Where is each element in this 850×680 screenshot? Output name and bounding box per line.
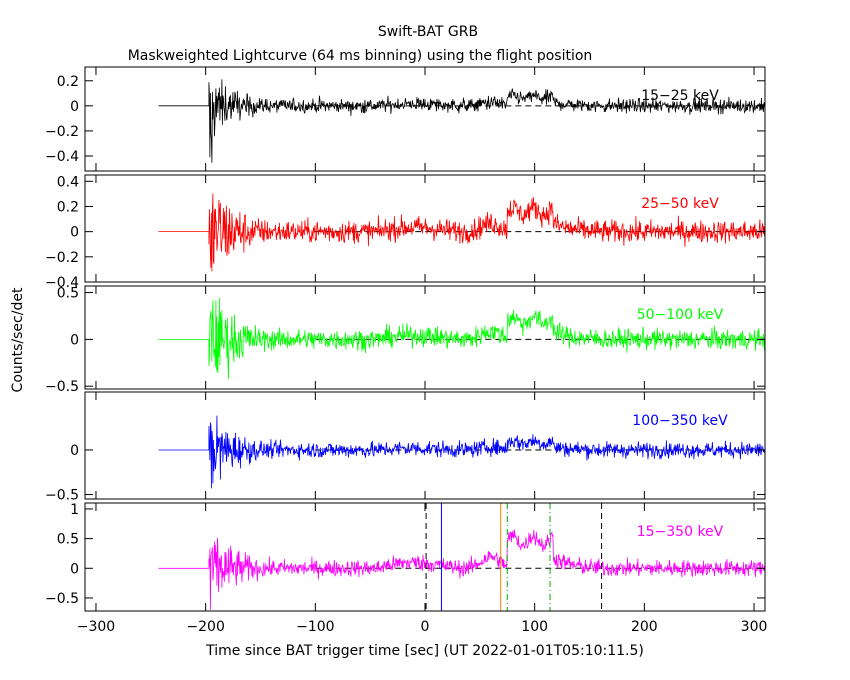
x-axis-label: Time since BAT trigger time [sec] (UT 20… xyxy=(205,643,644,659)
y-tick-label: 0 xyxy=(70,561,79,577)
y-tick-label: −0.4 xyxy=(45,149,79,165)
y-tick-label: −0.5 xyxy=(45,488,79,504)
series-line-3 xyxy=(158,415,765,489)
y-tick-label: 1 xyxy=(70,502,79,518)
x-tick-label: −200 xyxy=(186,619,224,635)
x-tick-label: −300 xyxy=(77,619,115,635)
panel-4: −0.5 0 0.5 1 15−350 keV xyxy=(45,502,766,612)
series-line-2 xyxy=(158,297,765,380)
panel-frame xyxy=(84,174,766,283)
y-tick-label: −0.5 xyxy=(45,591,79,607)
chart-title: Swift-BAT GRB xyxy=(378,24,478,40)
x-tick-label: 0 xyxy=(421,619,430,635)
x-tick-label: 200 xyxy=(631,619,658,635)
panels-group: −0.4 −0.2 0 0.2 15−25 keV −0.4 −0.2 0 0.2 0.4 25−5… xyxy=(45,66,766,612)
y-tick-label: 0.5 xyxy=(57,286,79,302)
x-tick-label: 100 xyxy=(521,619,548,635)
band-label: 100−350 keV xyxy=(632,413,728,429)
x-axis-ticks: −300 −200 −100 0 100 200 300 xyxy=(77,619,768,635)
y-tick-label: −0.2 xyxy=(45,250,79,266)
band-label: 15−25 keV xyxy=(641,88,719,104)
y-tick-label: 0.2 xyxy=(57,74,79,90)
y-tick-label: −0.4 xyxy=(45,275,79,291)
x-tick-label: −100 xyxy=(296,619,334,635)
y-axis-label: Counts/sec/det xyxy=(10,287,26,392)
panel-2: −0.5 0 0.5 50−100 keV xyxy=(45,285,766,395)
chart-subtitle: Maskweighted Lightcurve (64 ms binning) … xyxy=(128,48,593,64)
y-tick-label: −0.5 xyxy=(45,379,79,395)
band-label: 15−350 keV xyxy=(637,524,724,540)
y-tick-label: −0.2 xyxy=(45,124,79,140)
y-tick-label: 0.5 xyxy=(57,532,79,548)
series-line-0 xyxy=(158,79,765,163)
y-tick-label: 0 xyxy=(70,332,79,348)
panel-frame xyxy=(84,391,766,500)
panel-0: −0.4 −0.2 0 0.2 15−25 keV xyxy=(45,66,766,172)
y-tick-label: 0 xyxy=(70,99,79,115)
panel-frame xyxy=(84,502,766,612)
y-tick-label: 0 xyxy=(70,225,79,241)
band-label: 50−100 keV xyxy=(637,307,724,323)
series-line-1 xyxy=(158,193,765,272)
y-tick-label: 0 xyxy=(70,443,79,459)
x-tick-label: 300 xyxy=(741,619,768,635)
panel-frame xyxy=(84,66,766,172)
series-line-4 xyxy=(158,529,765,610)
y-tick-label: 0.2 xyxy=(57,199,79,215)
band-label: 25−50 keV xyxy=(641,196,719,212)
panel-3: −0.5 0 100−350 keV xyxy=(45,391,766,504)
panel-1: −0.4 −0.2 0 0.2 0.4 25−50 keV xyxy=(45,174,766,291)
y-tick-label: 0.4 xyxy=(57,174,79,190)
